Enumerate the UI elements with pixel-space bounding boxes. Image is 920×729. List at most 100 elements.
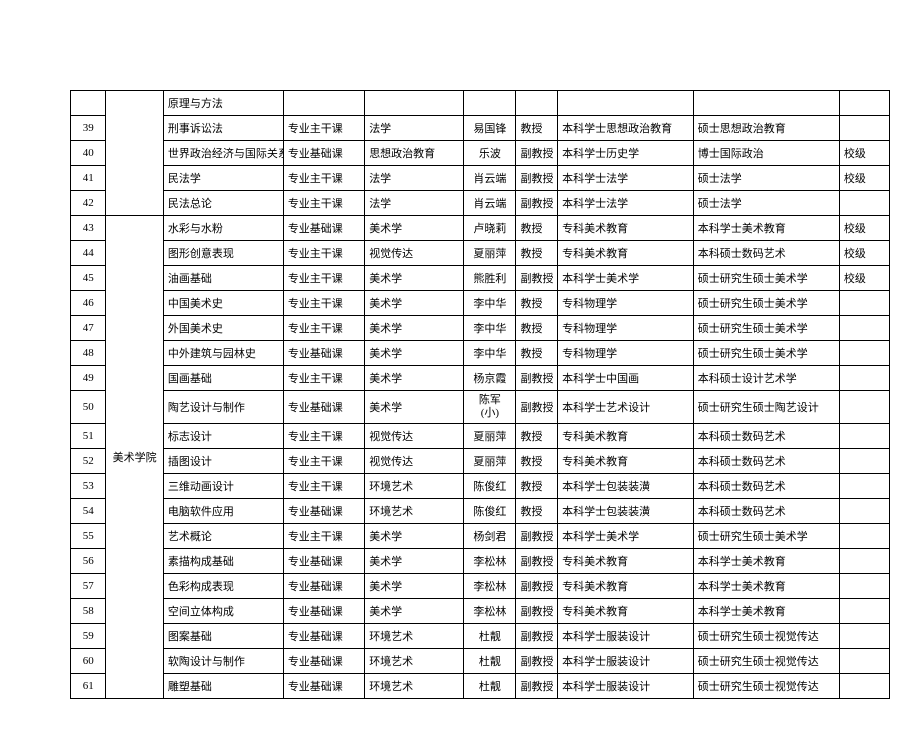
teacher: 夏丽萍 [464, 424, 516, 449]
course-type: 专业基础课 [283, 499, 364, 524]
course-type: 专业主干课 [283, 191, 364, 216]
teacher-title: 教授 [516, 499, 558, 524]
major: 美术学 [365, 599, 464, 624]
teacher-title: 教授 [516, 449, 558, 474]
level: 校级 [839, 216, 889, 241]
row-index: 54 [71, 499, 106, 524]
education-1: 专科物理学 [558, 341, 694, 366]
row-index: 53 [71, 474, 106, 499]
teacher: 夏丽萍 [464, 241, 516, 266]
course-type: 专业基础课 [283, 599, 364, 624]
course-name: 刑事诉讼法 [163, 116, 283, 141]
course-type: 专业基础课 [283, 649, 364, 674]
row-index: 59 [71, 624, 106, 649]
education-2: 本科学士美术教育 [693, 599, 839, 624]
row-index: 58 [71, 599, 106, 624]
course-type: 专业主干课 [283, 474, 364, 499]
row-index: 51 [71, 424, 106, 449]
row-index: 40 [71, 141, 106, 166]
teacher: 易国锋 [464, 116, 516, 141]
teacher-title: 副教授 [516, 166, 558, 191]
table-row: 49国画基础专业主干课美术学杨京霞副教授本科学士中国画本科硕士设计艺术学 [71, 366, 890, 391]
education-1: 本科学士服装设计 [558, 624, 694, 649]
course-type: 专业主干课 [283, 166, 364, 191]
department-cell: 美术学院 [106, 216, 163, 699]
level [839, 549, 889, 574]
course-name: 空间立体构成 [163, 599, 283, 624]
teacher: 李中华 [464, 341, 516, 366]
table-row: 59图案基础专业基础课环境艺术杜靓副教授本科学士服装设计硕士研究生硕士视觉传达 [71, 624, 890, 649]
teacher-title: 副教授 [516, 266, 558, 291]
major: 环境艺术 [365, 474, 464, 499]
teacher: 李松林 [464, 574, 516, 599]
education-1: 专科物理学 [558, 316, 694, 341]
teacher-title: 副教授 [516, 574, 558, 599]
teacher-title: 副教授 [516, 549, 558, 574]
row-index: 49 [71, 366, 106, 391]
teacher-title: 副教授 [516, 674, 558, 699]
education-2: 硕士研究生硕士视觉传达 [693, 624, 839, 649]
course-name: 国画基础 [163, 366, 283, 391]
teacher: 杜靓 [464, 674, 516, 699]
level [839, 291, 889, 316]
education-2: 本科学士美术教育 [693, 216, 839, 241]
teacher: 乐波 [464, 141, 516, 166]
teacher-title: 教授 [516, 241, 558, 266]
education-1: 本科学士法学 [558, 191, 694, 216]
table-row: 47外国美术史专业主干课美术学李中华教授专科物理学硕士研究生硕士美术学 [71, 316, 890, 341]
teacher: 李松林 [464, 549, 516, 574]
row-index: 56 [71, 549, 106, 574]
course-name: 民法总论 [163, 191, 283, 216]
education-2: 博士国际政治 [693, 141, 839, 166]
course-table: 原理与方法39刑事诉讼法专业主干课法学易国锋教授本科学士思想政治教育硕士思想政治… [70, 90, 890, 699]
teacher-title [516, 91, 558, 116]
teacher-title: 副教授 [516, 524, 558, 549]
level [839, 599, 889, 624]
teacher: 熊胜利 [464, 266, 516, 291]
education-1: 本科学士包装装潢 [558, 474, 694, 499]
course-type: 专业基础课 [283, 216, 364, 241]
course-type [283, 91, 364, 116]
education-1: 专科美术教育 [558, 216, 694, 241]
teacher-title: 副教授 [516, 141, 558, 166]
education-2: 硕士研究生硕士视觉传达 [693, 649, 839, 674]
table-row: 43美术学院水彩与水粉专业基础课美术学卢晓莉教授专科美术教育本科学士美术教育校级 [71, 216, 890, 241]
education-1: 本科学士中国画 [558, 366, 694, 391]
major: 美术学 [365, 366, 464, 391]
teacher-title: 教授 [516, 291, 558, 316]
table-row: 原理与方法 [71, 91, 890, 116]
course-type: 专业主干课 [283, 116, 364, 141]
education-1: 专科美术教育 [558, 574, 694, 599]
table-row: 48中外建筑与园林史专业基础课美术学李中华教授专科物理学硕士研究生硕士美术学 [71, 341, 890, 366]
course-name: 插图设计 [163, 449, 283, 474]
teacher-title: 教授 [516, 474, 558, 499]
education-2: 本科硕士数码艺术 [693, 474, 839, 499]
level: 校级 [839, 166, 889, 191]
major: 美术学 [365, 216, 464, 241]
table-row: 41民法学专业主干课法学肖云端副教授本科学士法学硕士法学校级 [71, 166, 890, 191]
education-2 [693, 91, 839, 116]
major: 环境艺术 [365, 649, 464, 674]
row-index: 42 [71, 191, 106, 216]
major: 法学 [365, 191, 464, 216]
course-name: 原理与方法 [163, 91, 283, 116]
major: 美术学 [365, 291, 464, 316]
level [839, 366, 889, 391]
course-name: 陶艺设计与制作 [163, 391, 283, 424]
row-index: 55 [71, 524, 106, 549]
education-1: 本科学士法学 [558, 166, 694, 191]
education-1: 本科学士服装设计 [558, 674, 694, 699]
course-name: 油画基础 [163, 266, 283, 291]
education-2: 硕士研究生硕士陶艺设计 [693, 391, 839, 424]
teacher-title: 教授 [516, 341, 558, 366]
education-2: 硕士研究生硕士美术学 [693, 291, 839, 316]
table-row: 52插图设计专业主干课视觉传达夏丽萍教授专科美术教育本科硕士数码艺术 [71, 449, 890, 474]
teacher-title: 副教授 [516, 624, 558, 649]
education-1: 本科学士美术学 [558, 266, 694, 291]
level [839, 574, 889, 599]
education-1: 专科物理学 [558, 291, 694, 316]
education-1: 专科美术教育 [558, 241, 694, 266]
teacher-title: 教授 [516, 116, 558, 141]
row-index [71, 91, 106, 116]
teacher: 陈俊红 [464, 474, 516, 499]
